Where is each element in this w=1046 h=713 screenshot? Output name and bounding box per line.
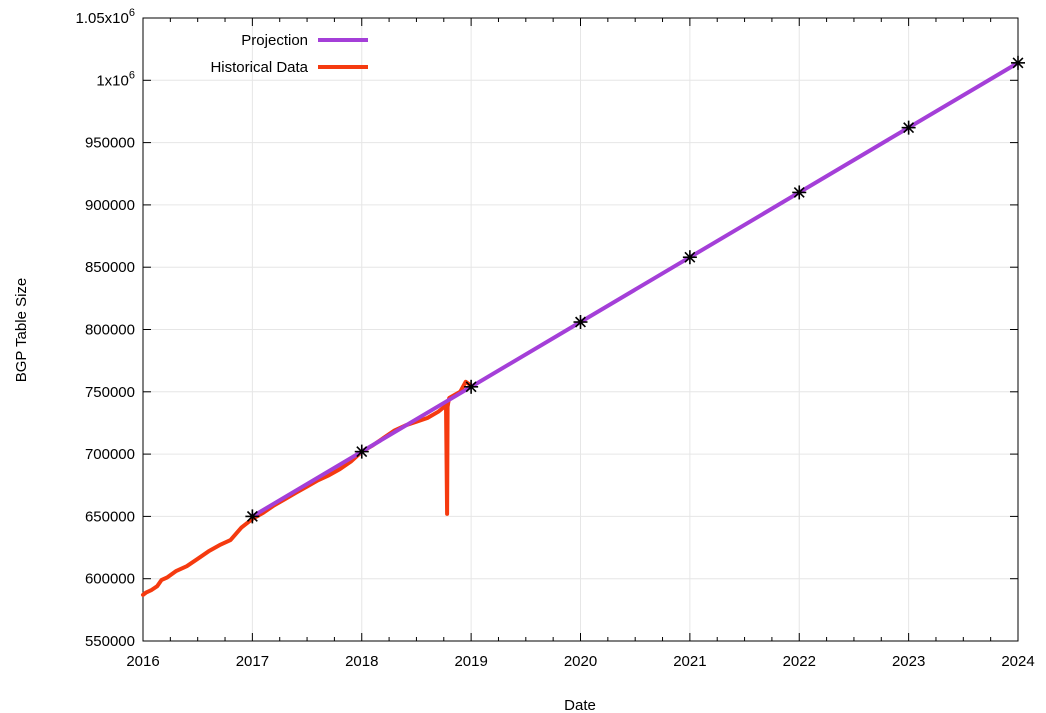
y-tick-label: 800000 — [85, 322, 135, 339]
x-tick-label: 2016 — [126, 653, 159, 670]
y-tick-label-base: 1.05x10 — [75, 10, 128, 27]
x-tick-label: 2019 — [454, 653, 487, 670]
y-tick-label-exponent: 6 — [129, 69, 135, 81]
grid-lines — [143, 18, 1018, 641]
x-axis-title: Date — [564, 697, 596, 713]
projection-point-marker — [792, 185, 806, 199]
projection-point-marker — [574, 315, 588, 329]
y-tick-label: 650000 — [85, 508, 135, 525]
projection-point-marker — [464, 380, 478, 394]
legend-label: Historical Data — [210, 59, 308, 76]
projection-point-marker — [683, 250, 697, 264]
projection-point-marker — [355, 445, 369, 459]
x-tick-label: 2024 — [1001, 653, 1034, 670]
x-tick-label: 2018 — [345, 653, 378, 670]
y-tick-label: 700000 — [85, 446, 135, 463]
y-tick-label: 550000 — [85, 633, 135, 650]
x-tick-label: 2020 — [564, 653, 597, 670]
x-tick-label: 2023 — [892, 653, 925, 670]
y-tick-label-exponent: 6 — [129, 7, 135, 19]
y-tick-label: 900000 — [85, 197, 135, 214]
projection-point-marker — [902, 121, 916, 135]
series-line-0 — [252, 63, 1018, 517]
x-tick-label: 2021 — [673, 653, 706, 670]
y-tick-label: 750000 — [85, 384, 135, 401]
x-tick-label: 2022 — [783, 653, 816, 670]
series-layer — [143, 56, 1025, 595]
y-axis-title: BGP Table Size — [13, 278, 30, 383]
legend-label: Projection — [241, 32, 308, 49]
y-tick-label: 600000 — [85, 571, 135, 588]
y-tick-label: 950000 — [85, 135, 135, 152]
y-tick-label: 1x106 — [96, 69, 135, 89]
x-tick-label: 2017 — [236, 653, 269, 670]
legend: Projection Historical Data — [210, 32, 368, 76]
y-tick-label-base: 1x10 — [96, 72, 129, 89]
y-tick-label: 1.05x106 — [75, 7, 135, 27]
y-tick-label: 850000 — [85, 259, 135, 276]
